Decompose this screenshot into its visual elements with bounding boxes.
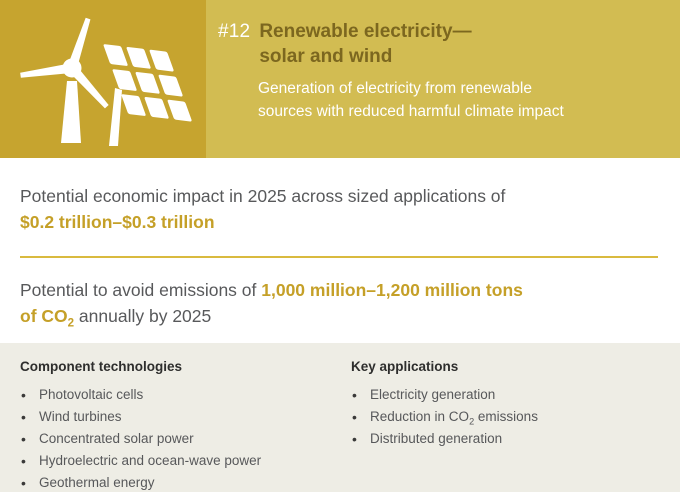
emissions-impact-value-line2: of CO2 (20, 306, 74, 329)
emissions-impact-suffix: annually by 2025 (74, 306, 212, 326)
emissions-impact-statement: Potential to avoid emissions of 1,000 mi… (20, 277, 658, 329)
economic-impact-statement: Potential economic impact in 2025 across… (20, 183, 658, 235)
page-subtitle: Generation of electricity from renewable… (258, 77, 670, 123)
issue-number: #12 (218, 21, 251, 42)
wind-turbine-icon (20, 17, 109, 143)
co2-item-subscript: 2 (469, 416, 475, 427)
economic-impact-text: Potential economic impact in 2025 across… (20, 186, 506, 206)
co2-item-pre: Reduction in CO (370, 409, 470, 424)
list-item: Photovoltaic cells (20, 384, 351, 406)
page-title: Renewable electricity— solar and wind (259, 19, 471, 69)
header-title-panel: #12 Renewable electricity— solar and wind… (206, 0, 680, 158)
co2-item-post: emissions (474, 409, 538, 424)
component-technologies-column: Component technologies Photovoltaic cell… (20, 359, 351, 492)
solar-panel-icon (103, 44, 192, 146)
header-band: #12 Renewable electricity— solar and wind… (0, 0, 680, 158)
page-title-line2: solar and wind (259, 46, 393, 67)
gold-divider (20, 256, 658, 258)
details-section: Component technologies Photovoltaic cell… (0, 343, 680, 492)
list-item: Concentrated solar power (20, 428, 351, 450)
list-item: Reduction in CO2 emissions (351, 406, 660, 428)
list-item: Distributed generation (351, 428, 660, 450)
co2-subscript: 2 (67, 317, 75, 330)
component-technologies-heading: Component technologies (20, 359, 182, 374)
key-applications-column: Key applications Electricity generation … (351, 359, 660, 492)
list-item: Geothermal energy (20, 472, 351, 492)
list-item: Hydroelectric and ocean-wave power (20, 450, 351, 472)
emissions-impact-text: Potential to avoid emissions of (20, 280, 262, 300)
co2-label: of CO (20, 306, 68, 326)
renewable-energy-icons (20, 17, 192, 146)
economic-impact-value: $0.2 trillion–$0.3 trillion (20, 212, 215, 232)
page-subtitle-line2: sources with reduced harmful climate imp… (258, 103, 564, 120)
component-technologies-list: Photovoltaic cells Wind turbines Concent… (20, 384, 351, 492)
title-row: #12 Renewable electricity— solar and wind (218, 19, 670, 69)
key-applications-heading: Key applications (351, 359, 459, 374)
page-subtitle-line1: Generation of electricity from renewable (258, 80, 532, 97)
list-item: Wind turbines (20, 406, 351, 428)
list-item: Electricity generation (351, 384, 660, 406)
key-applications-list: Electricity generation Reduction in CO2 … (351, 384, 660, 450)
page-title-line1: Renewable electricity— (259, 21, 472, 42)
header-icon-panel (0, 0, 206, 158)
impact-section: Potential economic impact in 2025 across… (0, 158, 680, 343)
emissions-impact-value-line1: 1,000 million–1,200 million tons (261, 280, 523, 300)
